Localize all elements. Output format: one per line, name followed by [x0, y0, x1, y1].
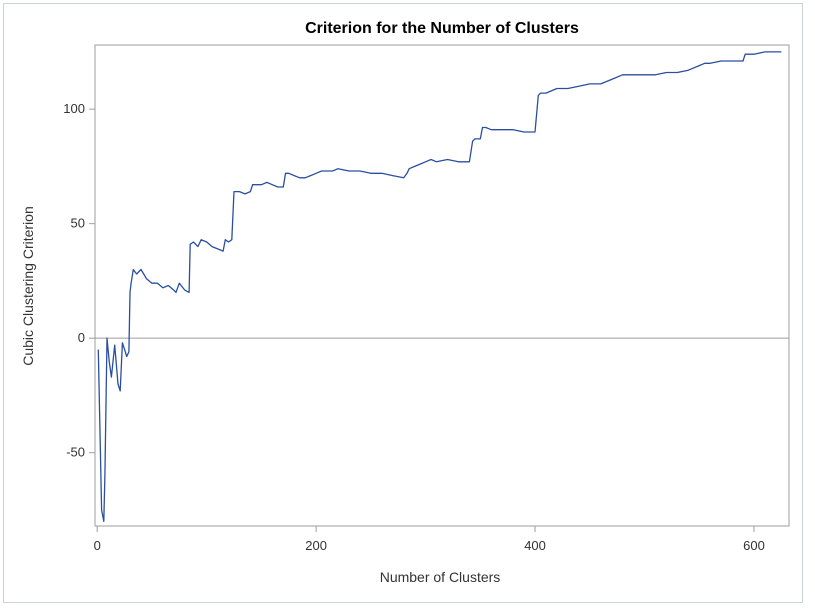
x-tick-label: 200	[305, 538, 327, 553]
y-axis-label: Cubic Clustering Criterion	[20, 206, 36, 366]
x-axis-label: Number of Clusters	[380, 569, 501, 585]
plot-area	[94, 44, 790, 527]
x-tick-label: 0	[94, 538, 101, 553]
y-tick-label: 100	[63, 101, 85, 116]
x-tick-label: 400	[524, 538, 546, 553]
y-tick-label: -50	[66, 445, 85, 460]
chart-title: Criterion for the Number of Clusters	[305, 20, 579, 37]
series-line-ccc	[97, 51, 782, 523]
x-tick-label: 600	[743, 538, 765, 553]
y-tick-label: 0	[78, 330, 85, 345]
y-tick-label: 50	[71, 216, 85, 231]
